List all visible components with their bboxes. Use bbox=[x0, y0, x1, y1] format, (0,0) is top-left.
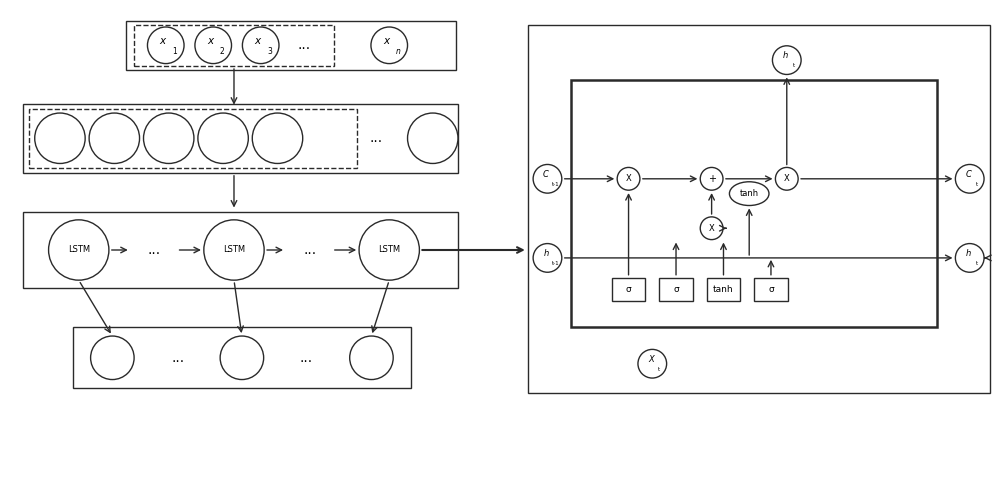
Circle shape bbox=[252, 113, 303, 164]
Text: LSTM: LSTM bbox=[68, 246, 90, 254]
Text: t-1: t-1 bbox=[552, 182, 560, 186]
FancyBboxPatch shape bbox=[23, 104, 458, 173]
Circle shape bbox=[955, 164, 984, 193]
Text: σ: σ bbox=[673, 285, 679, 294]
Circle shape bbox=[91, 336, 134, 380]
Circle shape bbox=[144, 113, 194, 164]
Text: x: x bbox=[207, 36, 213, 46]
Text: X: X bbox=[626, 174, 631, 184]
Text: tanh: tanh bbox=[713, 285, 734, 294]
Text: tanh: tanh bbox=[740, 189, 759, 198]
FancyBboxPatch shape bbox=[754, 278, 788, 301]
Text: h: h bbox=[543, 249, 549, 258]
Text: X: X bbox=[784, 174, 790, 184]
Text: x: x bbox=[160, 36, 166, 46]
Text: LSTM: LSTM bbox=[378, 246, 400, 254]
Circle shape bbox=[533, 164, 562, 193]
Circle shape bbox=[204, 220, 264, 280]
Circle shape bbox=[638, 350, 667, 378]
FancyBboxPatch shape bbox=[73, 327, 411, 388]
Circle shape bbox=[242, 27, 279, 64]
FancyBboxPatch shape bbox=[23, 212, 458, 288]
Text: t: t bbox=[793, 63, 795, 68]
Circle shape bbox=[195, 27, 232, 64]
Text: ...: ... bbox=[147, 243, 160, 257]
Text: 3: 3 bbox=[267, 46, 272, 56]
FancyBboxPatch shape bbox=[126, 20, 456, 70]
Circle shape bbox=[617, 168, 640, 190]
Text: C: C bbox=[543, 170, 549, 179]
FancyBboxPatch shape bbox=[528, 24, 990, 394]
Text: h: h bbox=[966, 249, 971, 258]
Circle shape bbox=[371, 27, 408, 64]
Text: ...: ... bbox=[300, 351, 313, 365]
Text: t-1: t-1 bbox=[552, 261, 560, 266]
Circle shape bbox=[700, 168, 723, 190]
Circle shape bbox=[359, 220, 419, 280]
Text: n: n bbox=[396, 46, 401, 56]
Text: C: C bbox=[965, 170, 971, 179]
Text: ...: ... bbox=[298, 38, 311, 52]
Circle shape bbox=[955, 244, 984, 272]
Text: t: t bbox=[976, 182, 978, 186]
Text: ...: ... bbox=[370, 132, 383, 145]
Text: 1: 1 bbox=[172, 46, 177, 56]
Circle shape bbox=[35, 113, 85, 164]
Circle shape bbox=[700, 217, 723, 240]
Circle shape bbox=[198, 113, 248, 164]
Text: ...: ... bbox=[304, 243, 317, 257]
FancyBboxPatch shape bbox=[571, 80, 937, 327]
Circle shape bbox=[147, 27, 184, 64]
Circle shape bbox=[408, 113, 458, 164]
Circle shape bbox=[775, 168, 798, 190]
Text: t: t bbox=[658, 366, 660, 372]
Text: X: X bbox=[709, 224, 714, 232]
Text: h: h bbox=[783, 51, 788, 60]
FancyBboxPatch shape bbox=[707, 278, 740, 301]
Text: X: X bbox=[648, 355, 654, 364]
Circle shape bbox=[772, 46, 801, 74]
Text: ...: ... bbox=[171, 351, 184, 365]
Text: σ: σ bbox=[626, 285, 631, 294]
FancyBboxPatch shape bbox=[659, 278, 693, 301]
Circle shape bbox=[350, 336, 393, 380]
Text: LSTM: LSTM bbox=[223, 246, 245, 254]
Text: x: x bbox=[255, 36, 261, 46]
Text: +: + bbox=[708, 174, 716, 184]
Text: x: x bbox=[383, 36, 389, 46]
FancyBboxPatch shape bbox=[612, 278, 645, 301]
Circle shape bbox=[220, 336, 264, 380]
Text: 2: 2 bbox=[220, 46, 224, 56]
Text: t: t bbox=[976, 261, 978, 266]
Ellipse shape bbox=[729, 182, 769, 206]
Circle shape bbox=[89, 113, 140, 164]
Text: σ: σ bbox=[768, 285, 774, 294]
Circle shape bbox=[533, 244, 562, 272]
Circle shape bbox=[49, 220, 109, 280]
